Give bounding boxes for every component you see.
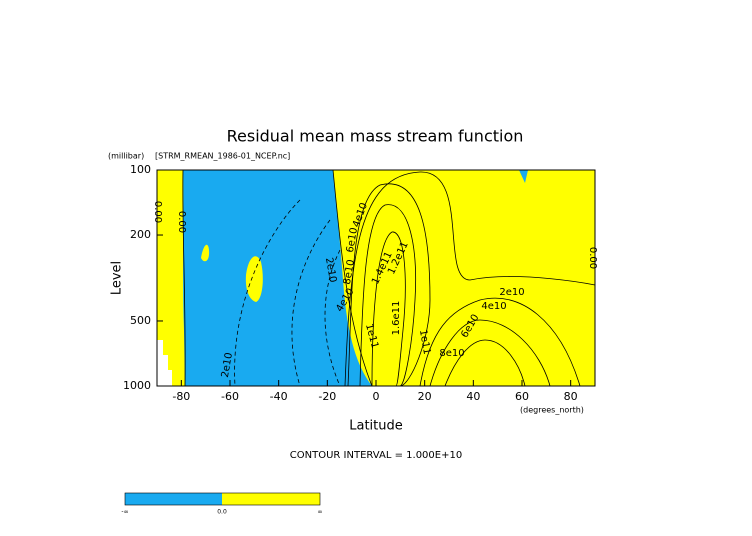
contour-line [332,169,373,387]
colorbar [124,492,321,506]
x-axis-label: Latitude [349,419,403,434]
contour-interval-note: CONTOUR INTERVAL = 1.000E+10 [290,450,462,461]
contour-line [444,339,526,387]
contour-label: 0.00 [176,211,187,233]
subtitle: [STRM_RMEAN_1986-01_NCEP.nc] [155,152,290,161]
x-tick-label: -80 [172,390,190,403]
contour-line [234,199,301,387]
contour-line [359,204,416,387]
colorbar-frame [124,492,321,506]
contour-label: 1.6e11 [391,301,402,336]
contour-line [429,319,551,387]
contour-line [371,231,406,387]
colorbar-negative [125,493,222,505]
x-tick-label: 60 [515,390,529,403]
y-units: (millibar) [108,152,144,161]
x-tick-label: 80 [564,390,578,403]
contour-line [419,297,581,387]
x-tick-label: -40 [270,390,288,403]
field [156,169,596,387]
y-tick-label: 1000 [123,379,151,392]
contour-label: 1e11 [417,329,432,356]
x-tick-label: -60 [221,390,239,403]
missing-region [157,340,172,386]
colorbar-label: 0.0 [217,509,227,516]
contour-label: 6e10 [345,227,360,254]
chart-title: Residual mean mass stream function [227,127,524,146]
contour-line [344,171,596,387]
colorbar-label: -∞ [121,509,128,516]
contour-lines [182,169,596,387]
x-tick-label: 40 [466,390,480,403]
contour-label: 2e10 [323,257,338,284]
contour-label: 0.00 [587,247,598,269]
contour-label: 0.00 [152,201,163,223]
negative-region [519,170,528,183]
negative-region [183,170,372,386]
colorbar-positive [222,493,320,505]
x-tick-label: -20 [318,390,336,403]
contour-label: 2e10 [220,352,235,379]
contour-line [324,249,341,387]
contour-label: 8e10 [439,348,464,359]
colorbar-label: ∞ [318,509,323,516]
y-tick-label: 500 [130,314,151,327]
x-tick-label: 20 [418,390,432,403]
positive-region [201,244,210,262]
y-axis-label: Level [110,261,125,295]
contour-label: 4e10 [481,301,506,312]
x-tick-label: 0 [373,390,380,403]
contour-line [182,169,186,387]
x-units: (degrees_north) [520,406,584,415]
y-tick-label: 100 [130,163,151,176]
positive-region [245,256,263,302]
contour-label: 2e10 [499,287,524,298]
y-tick-label: 200 [130,228,151,241]
contour-label: 8e10 [342,259,357,286]
